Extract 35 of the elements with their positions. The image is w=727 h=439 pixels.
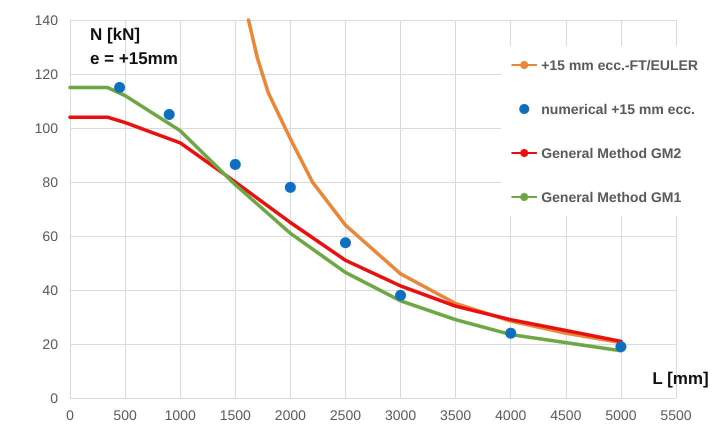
point xyxy=(505,328,516,339)
point xyxy=(395,290,406,301)
y-axis-title: N [kN] xyxy=(90,25,140,44)
x-tick-label: 5500 xyxy=(660,407,692,423)
point xyxy=(230,158,241,170)
y-tick-label: 120 xyxy=(34,66,58,82)
legend-label: General Method GM1 xyxy=(541,189,682,205)
x-tick-label: 3000 xyxy=(384,407,416,423)
x-axis-title: L [mm] xyxy=(652,369,709,388)
point xyxy=(340,237,351,248)
annotation: e = +15mm xyxy=(90,49,178,68)
legend-label: General Method GM2 xyxy=(541,145,682,161)
point xyxy=(615,341,626,352)
x-tick-label: 500 xyxy=(113,407,137,423)
point xyxy=(114,82,126,93)
y-tick-label: 80 xyxy=(42,174,58,190)
legend-label: numerical +15 mm ecc. xyxy=(541,101,695,117)
point xyxy=(164,109,175,120)
legend-label: +15 mm ecc.-FT/EULER xyxy=(541,57,698,73)
x-tick-label: 0 xyxy=(66,407,74,423)
x-tick-label: 2500 xyxy=(330,407,362,423)
x-tick-label: 1500 xyxy=(220,407,252,423)
point xyxy=(284,182,296,193)
x-tick-label: 4500 xyxy=(550,407,582,423)
x-tick-label: 5000 xyxy=(605,407,637,423)
x-tick-label: 4000 xyxy=(495,407,527,423)
x-tick-label: 1000 xyxy=(164,407,196,423)
x-tick-label: 3500 xyxy=(440,407,472,423)
y-tick-label: 140 xyxy=(34,12,58,28)
x-tick-label: 2000 xyxy=(274,407,306,423)
y-tick-label: 60 xyxy=(42,228,58,244)
y-tick-label: 40 xyxy=(42,282,58,298)
y-tick-label: 100 xyxy=(34,120,58,136)
y-tick-label: 20 xyxy=(42,336,58,352)
y-tick-label: 0 xyxy=(50,390,58,406)
